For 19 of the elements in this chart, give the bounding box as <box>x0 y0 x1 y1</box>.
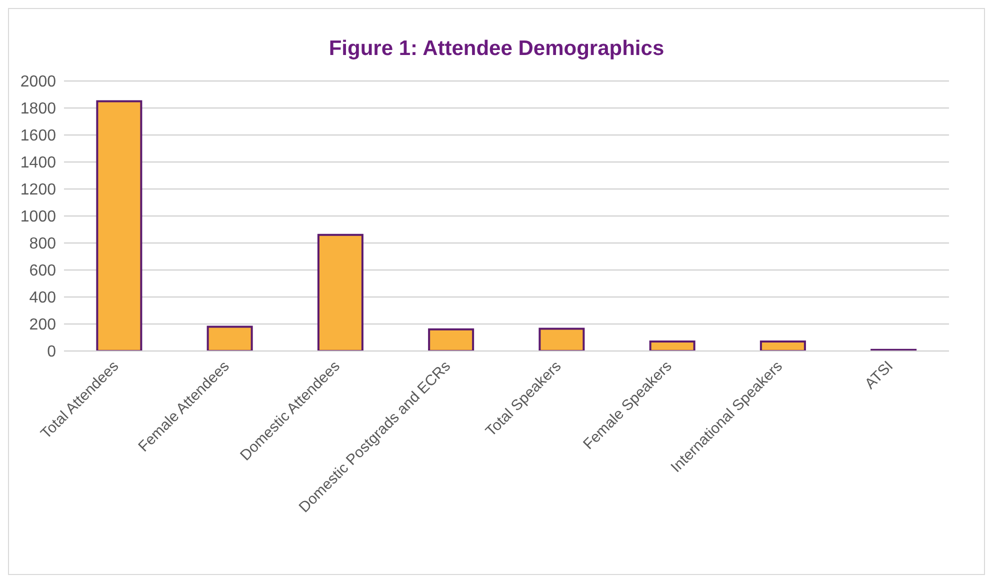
y-tick-label: 1200 <box>20 182 56 199</box>
y-tick-label: 1000 <box>20 208 56 226</box>
y-tick-label: 2000 <box>20 74 56 91</box>
bar <box>760 340 806 351</box>
bar <box>649 340 696 351</box>
y-tick-label: 1400 <box>20 154 56 172</box>
chart-title: Figure 1: Attendee Demographics <box>328 37 666 61</box>
bar <box>428 328 474 351</box>
y-tick-label: 600 <box>29 262 56 280</box>
y-tick-label: 800 <box>29 236 56 253</box>
y-tick-label: 400 <box>29 290 56 307</box>
bar <box>538 328 585 351</box>
bar <box>96 100 142 351</box>
y-tick-label: 200 <box>29 316 56 334</box>
bar <box>317 234 364 351</box>
bar <box>206 326 253 351</box>
y-tick-label: 0 <box>47 344 56 361</box>
y-tick-label: 1600 <box>20 128 56 145</box>
y-tick-label: 1800 <box>20 100 56 118</box>
